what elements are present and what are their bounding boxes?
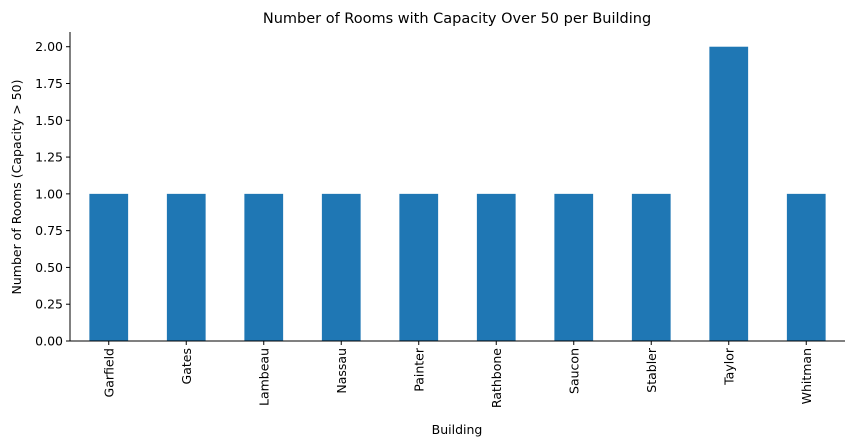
bar-garfield — [89, 193, 129, 341]
x-tick-label: Saucon — [566, 348, 581, 394]
y-tick-label: 1.25 — [35, 150, 63, 165]
bar-taylor — [709, 46, 749, 342]
x-tick-label: Whitman — [799, 348, 814, 404]
bar-whitman — [786, 193, 826, 341]
bar-rathbone — [476, 193, 516, 341]
bar-gates — [166, 193, 206, 341]
bar-painter — [399, 193, 439, 341]
bar-saucon — [554, 193, 594, 341]
x-tick-label: Rathbone — [489, 348, 504, 408]
bar-nassau — [321, 193, 361, 341]
x-tick-label: Lambeau — [256, 348, 271, 406]
y-tick-label: 0.75 — [35, 223, 63, 238]
x-tick-label: Stabler — [644, 347, 659, 393]
y-tick-label: 1.00 — [35, 186, 63, 201]
x-tick-label: Garfield — [101, 348, 116, 397]
chart-title: Number of Rooms with Capacity Over 50 pe… — [263, 11, 651, 27]
y-axis-ticks: 0.00 0.25 0.50 0.75 1.00 1.25 1.50 1.75 2.00 — [35, 39, 70, 349]
y-axis-label: Number of Rooms (Capacity > 50) — [9, 80, 24, 295]
x-tick-label: Gates — [179, 348, 194, 384]
bar-stabler — [631, 193, 671, 341]
y-tick-label: 0.25 — [35, 297, 63, 312]
y-tick-label: 1.75 — [35, 76, 63, 91]
bar-lambeau — [244, 193, 284, 341]
x-tick-label: Taylor — [721, 347, 736, 386]
y-tick-label: 0.50 — [35, 260, 63, 275]
x-axis-ticks: Garfield Gates Lambeau Nassau Painter Rathbon… — [101, 341, 814, 408]
x-axis-label: Building — [432, 422, 483, 437]
x-tick-label: Painter — [411, 347, 426, 392]
y-tick-label: 2.00 — [35, 39, 63, 54]
y-tick-label: 0.00 — [35, 334, 63, 349]
bars-group — [89, 46, 826, 342]
y-tick-label: 1.50 — [35, 113, 63, 128]
x-tick-label: Nassau — [334, 348, 349, 394]
